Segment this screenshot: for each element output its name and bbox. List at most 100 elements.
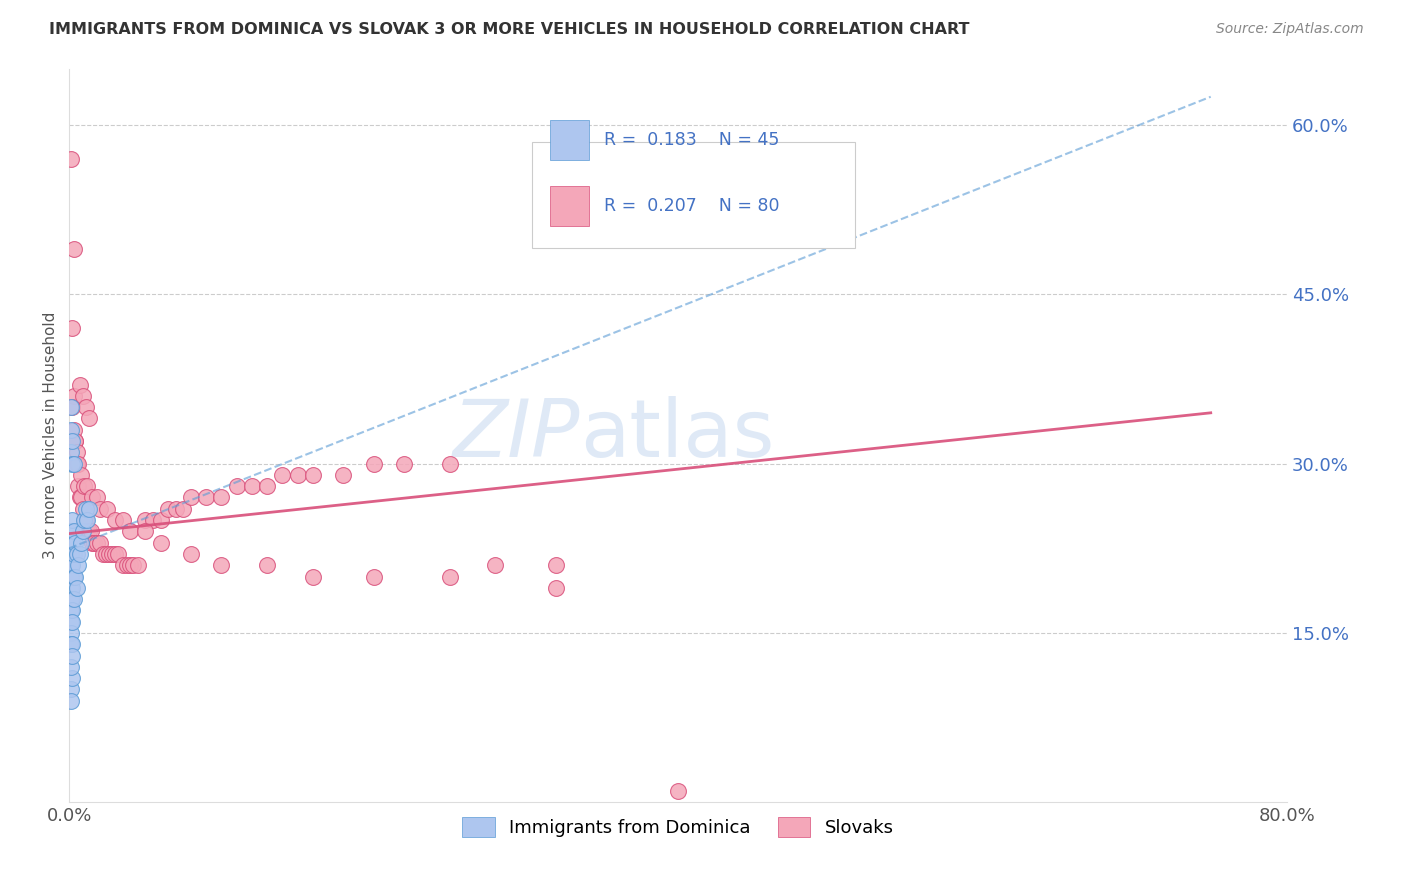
Point	[60, 321, 83, 335]
Point	[120, 558, 142, 573]
Point	[120, 524, 142, 539]
Point	[60, 637, 83, 651]
Point	[301, 467, 323, 482]
Point	[60, 434, 83, 448]
Text: Source: ZipAtlas.com: Source: ZipAtlas.com	[1216, 22, 1364, 37]
Point	[180, 491, 202, 505]
Point	[60, 457, 83, 471]
Text: atlas: atlas	[581, 396, 775, 475]
Point	[62, 547, 84, 561]
Point	[77, 524, 100, 539]
Point	[75, 501, 97, 516]
Point	[256, 479, 278, 493]
Point	[332, 467, 354, 482]
Point	[77, 411, 100, 425]
Point	[70, 535, 93, 549]
Point	[157, 501, 180, 516]
Point	[76, 524, 98, 539]
Point	[59, 581, 82, 595]
Point	[76, 513, 98, 527]
Point	[60, 513, 83, 527]
Point	[62, 389, 84, 403]
Point	[62, 423, 84, 437]
Point	[80, 535, 103, 549]
Point	[97, 547, 120, 561]
Point	[107, 547, 129, 561]
Point	[79, 524, 101, 539]
Point	[89, 501, 111, 516]
Point	[69, 547, 91, 561]
Point	[149, 513, 172, 527]
Point	[89, 535, 111, 549]
Point	[180, 547, 202, 561]
Bar	[550, 186, 589, 227]
Point	[60, 615, 83, 629]
Point	[72, 524, 94, 539]
Point	[73, 479, 96, 493]
Point	[59, 626, 82, 640]
Point	[104, 513, 127, 527]
Point	[165, 501, 187, 516]
Text: IMMIGRANTS FROM DOMINICA VS SLOVAK 3 OR MORE VEHICLES IN HOUSEHOLD CORRELATION C: IMMIGRANTS FROM DOMINICA VS SLOVAK 3 OR …	[49, 22, 970, 37]
Point	[240, 479, 263, 493]
Point	[65, 434, 87, 448]
Point	[70, 491, 93, 505]
Point	[72, 389, 94, 403]
Point	[149, 535, 172, 549]
Point	[142, 513, 165, 527]
Point	[256, 558, 278, 573]
Point	[60, 581, 83, 595]
Point	[66, 445, 89, 459]
Point	[96, 501, 118, 516]
Point	[59, 524, 82, 539]
Point	[72, 501, 94, 516]
Point	[66, 581, 89, 595]
Point	[209, 491, 232, 505]
Point	[59, 603, 82, 617]
Point	[62, 457, 84, 471]
Point	[60, 558, 83, 573]
Point	[76, 479, 98, 493]
Point	[70, 467, 93, 482]
Point	[67, 558, 90, 573]
Point	[60, 400, 83, 414]
Point	[287, 467, 309, 482]
Point	[60, 592, 83, 607]
Point	[59, 547, 82, 561]
Point	[94, 547, 117, 561]
Point	[59, 423, 82, 437]
Point	[546, 558, 568, 573]
Point	[83, 535, 105, 549]
Point	[59, 615, 82, 629]
Point	[122, 558, 145, 573]
Legend: Immigrants from Dominica, Slovaks: Immigrants from Dominica, Slovaks	[456, 809, 901, 845]
Point	[209, 558, 232, 573]
Point	[77, 501, 100, 516]
Point	[62, 592, 84, 607]
Point	[75, 400, 97, 414]
Point	[59, 445, 82, 459]
Point	[59, 152, 82, 166]
Point	[101, 547, 124, 561]
Point	[65, 535, 87, 549]
Point	[62, 242, 84, 256]
Point	[91, 547, 114, 561]
Point	[69, 491, 91, 505]
Point	[104, 547, 127, 561]
Point	[59, 592, 82, 607]
Point	[75, 513, 97, 527]
Point	[62, 524, 84, 539]
Point	[73, 513, 96, 527]
Point	[59, 637, 82, 651]
Point	[127, 558, 149, 573]
Point	[59, 400, 82, 414]
Point	[392, 457, 415, 471]
Point	[80, 491, 103, 505]
Point	[60, 671, 83, 685]
Point	[69, 377, 91, 392]
Point	[363, 457, 385, 471]
Point	[59, 569, 82, 583]
Point	[86, 535, 108, 549]
Point	[271, 467, 294, 482]
Point	[172, 501, 194, 516]
